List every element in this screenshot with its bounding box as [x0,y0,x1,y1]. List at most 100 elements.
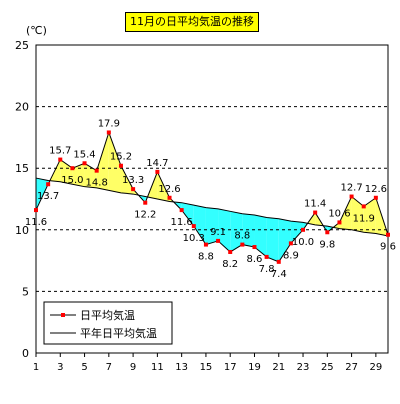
above-normal-fill [108,132,121,193]
daily-marker [179,208,184,213]
x-tick-label: 9 [130,362,136,373]
data-label: 12.7 [340,183,362,194]
x-tick-label: 29 [369,362,382,373]
data-label: 9.1 [210,227,226,238]
data-label: 8.9 [283,250,299,261]
legend-daily-label: 日平均気温 [80,308,135,322]
data-label: 12.6 [365,184,387,195]
daily-marker [46,182,51,187]
data-label: 8.8 [234,231,250,242]
daily-marker [240,242,245,247]
daily-marker [337,220,342,225]
data-label: 11.4 [304,199,326,210]
y-tick-label: 5 [22,285,29,298]
below-normal-fill [230,211,243,252]
daily-marker [131,187,136,192]
data-label: 15.0 [61,175,83,186]
x-tick-label: 3 [57,362,63,373]
y-tick-label: 20 [15,101,29,114]
below-normal-fill [290,221,304,244]
x-tick-label: 11 [151,362,164,373]
data-label: 10.6 [328,208,350,219]
daily-marker [301,227,306,232]
legend-normal-label: 平年日平均気温 [80,326,157,340]
daily-marker [349,194,354,199]
below-normal-fill [278,218,291,262]
data-label: 10.0 [292,237,314,248]
data-label: 12.6 [158,184,180,195]
x-tick-label: 23 [297,362,310,373]
data-label: 7.8 [259,264,275,275]
below-normal-fill [193,205,206,245]
x-tick-label: 27 [345,362,358,373]
daily-marker [58,157,63,162]
above-normal-fill [339,196,352,230]
below-normal-fill [254,215,267,257]
below-normal-fill [205,207,219,245]
data-label: 15.4 [73,149,95,160]
daily-marker [228,249,233,254]
normal-temperature-line [35,177,389,237]
daily-marker [325,230,330,235]
y-unit-label: (℃) [26,24,47,37]
x-tick-label: 21 [272,362,285,373]
data-label: 14.7 [146,158,168,169]
daily-marker [313,210,318,215]
data-label: 9.8 [319,239,335,250]
data-label: 15.2 [110,152,132,163]
y-tick-label: 15 [15,162,29,175]
x-tick-label: 7 [106,362,112,373]
data-label: 8.6 [247,254,263,265]
x-tick-label: 17 [224,362,237,373]
above-normal-fill [72,163,85,187]
above-normal-fill [120,165,134,195]
below-normal-fill [36,178,49,211]
daily-marker [191,224,196,229]
daily-marker [373,195,378,200]
data-label: 11.6 [171,217,193,228]
x-tick-label: 13 [175,362,188,373]
above-normal-fill [351,196,364,233]
data-label: 8.8 [198,252,214,263]
data-label: 11.6 [25,217,47,228]
plot-frame [35,44,389,354]
data-label: 11.9 [353,213,375,224]
daily-marker [252,245,257,250]
below-normal-fill [218,208,231,252]
daily-marker [288,241,293,246]
daily-marker [167,195,172,200]
below-normal-fill [242,213,255,248]
daily-marker [361,204,366,209]
daily-marker [276,259,281,264]
data-label: 17.9 [98,118,120,129]
y-tick-label: 25 [15,39,29,52]
daily-temperature-line [35,130,389,263]
daily-marker [118,163,123,168]
data-label: 7.4 [271,269,287,280]
above-normal-fill [60,159,73,185]
x-tick-label: 1 [33,362,39,373]
daily-marker [70,166,75,171]
data-label: 13.3 [122,175,144,186]
daily-marker [264,254,269,259]
above-normal-fill [363,197,376,234]
chart-title: 11月の日平均気温の推移 [125,12,259,32]
data-label: 15.7 [49,146,71,157]
below-normal-fill [181,202,194,227]
y-tick-label: 10 [15,224,29,237]
data-label: 14.8 [86,178,108,189]
x-tick-label: 19 [248,362,261,373]
above-normal-fill [96,132,109,191]
daily-marker [94,168,99,173]
daily-marker [106,130,111,135]
data-label: 8.2 [222,259,238,270]
daily-marker [34,208,38,213]
x-tick-label: 5 [81,362,87,373]
below-normal-fill [266,217,279,262]
data-label: 12.2 [134,210,156,221]
daily-marker [82,161,87,166]
x-tick-label: 15 [200,362,213,373]
data-label: 9.6 [380,242,396,253]
